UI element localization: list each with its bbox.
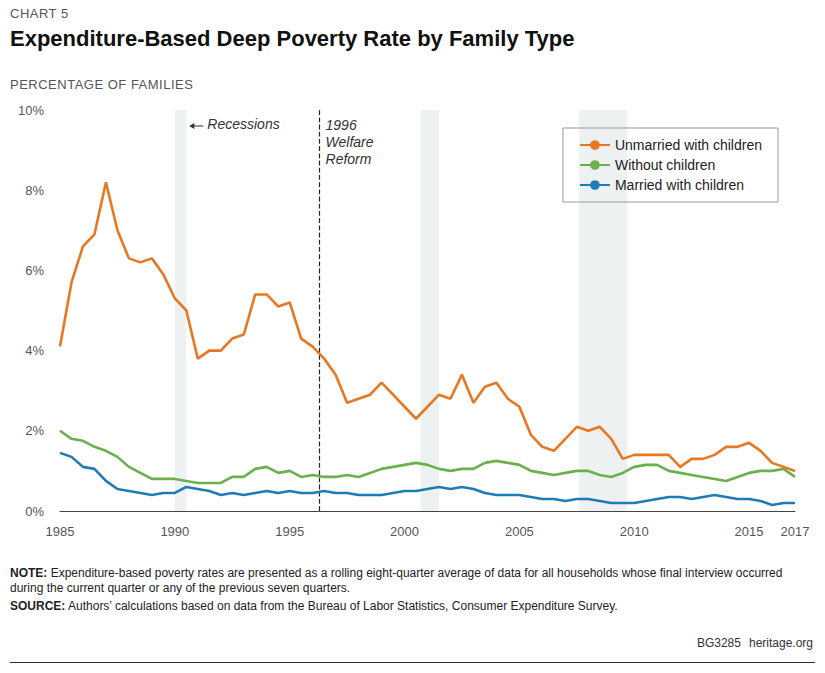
svg-text:1995: 1995 bbox=[275, 524, 304, 539]
svg-text:Reform: Reform bbox=[326, 151, 372, 167]
svg-text:2017: 2017 bbox=[781, 524, 810, 539]
svg-text:2000: 2000 bbox=[390, 524, 419, 539]
svg-text:2010: 2010 bbox=[620, 524, 649, 539]
html-text:SOURCE: Authors’ calculations: SOURCE: Authors’ calculations based on d… bbox=[10, 599, 618, 613]
svg-text:Without children: Without children bbox=[615, 157, 715, 173]
svg-text:2%: 2% bbox=[25, 423, 44, 438]
svg-text:10%: 10% bbox=[18, 103, 44, 118]
svg-text:2015: 2015 bbox=[735, 524, 764, 539]
svg-text:Recessions: Recessions bbox=[207, 116, 279, 132]
svg-text:Married with children: Married with children bbox=[615, 177, 744, 193]
svg-text:6%: 6% bbox=[25, 263, 44, 278]
svg-text:1990: 1990 bbox=[160, 524, 189, 539]
svg-text:1985: 1985 bbox=[46, 524, 75, 539]
svg-text:0%: 0% bbox=[25, 504, 44, 519]
html-text:PERCENTAGE OF FAMILIES: PERCENTAGE OF FAMILIES bbox=[10, 77, 194, 92]
html-text:BG3285: BG3285 bbox=[696, 636, 741, 650]
svg-text:4%: 4% bbox=[25, 343, 44, 358]
html-text:Expenditure-Based Deep Poverty: Expenditure-Based Deep Poverty Rate by F… bbox=[10, 26, 575, 51]
svg-text:1996: 1996 bbox=[326, 117, 357, 133]
svg-text:Welfare: Welfare bbox=[326, 134, 374, 150]
html-text:NOTE: Expenditure-based povert: NOTE: Expenditure-based poverty rates ar… bbox=[10, 566, 783, 595]
html-text:CHART 5: CHART 5 bbox=[10, 6, 69, 21]
svg-text:8%: 8% bbox=[25, 183, 44, 198]
svg-text:2005: 2005 bbox=[505, 524, 534, 539]
svg-text:Unmarried with children: Unmarried with children bbox=[615, 137, 762, 153]
html-text:heritage.org: heritage.org bbox=[749, 636, 813, 650]
